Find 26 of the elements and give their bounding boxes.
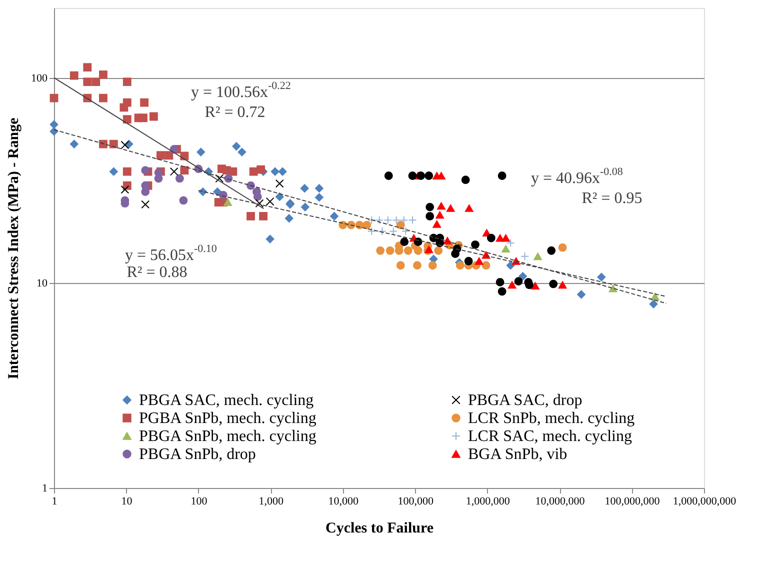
- annotation: R² = 0.88: [126, 264, 188, 281]
- x-tick-label: 1,000,000,000: [672, 496, 737, 508]
- legend-label: PBGA SAC, drop: [468, 392, 582, 409]
- x-tick-label: 1,000,000: [466, 496, 510, 508]
- legend-label: BGA SnPb, vib: [468, 446, 568, 463]
- legend-label: PGBA SnPb, mech. cycling: [139, 410, 316, 427]
- x-tick-label: 1: [52, 496, 58, 508]
- legend-label: LCR SnPb, mech. cycling: [468, 410, 635, 427]
- x-tick-label: 10: [121, 496, 133, 508]
- legend-label: PBGA SnPb, drop: [139, 446, 256, 463]
- annotation: R² = 0.72: [204, 104, 266, 121]
- x-tick-label: 100,000: [398, 496, 434, 508]
- legend-label: PBGA SnPb, mech. cycling: [139, 428, 316, 445]
- y-tick-label: 10: [36, 278, 48, 290]
- legend-label: LCR SAC, mech. cycling: [468, 428, 632, 445]
- x-tick-label: 100,000,000: [604, 496, 660, 508]
- legend-label: PBGA SAC, mech. cycling: [139, 392, 314, 409]
- y-tick-label: 100: [31, 72, 48, 85]
- annotation: R² = 0.95: [582, 190, 642, 207]
- x-axis-title: Cycles to Failure: [325, 520, 434, 536]
- x-tick-label: 10,000,000: [535, 496, 586, 508]
- y-axis-title: Interconnect Stress Index (MPa) - Range: [6, 117, 22, 380]
- x-tick-label: 100: [190, 496, 208, 508]
- x-tick-label: 10,000: [328, 496, 360, 508]
- y-tick-label: 1: [42, 482, 48, 494]
- x-tick-label: 1,000: [258, 496, 284, 508]
